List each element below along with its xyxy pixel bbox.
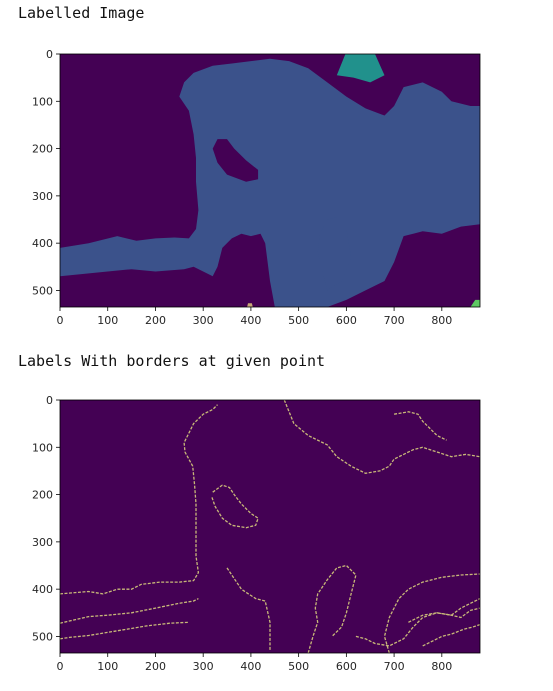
region-border-line (307, 564, 357, 654)
borders-y-tick-label: 200 (32, 489, 53, 502)
borders-y-tick-label: 100 (32, 441, 53, 454)
region-border-line (226, 567, 271, 651)
borders-x-tick-label: 300 (193, 660, 214, 673)
region-border-line (355, 607, 481, 647)
labelled-x-tick-label: 300 (193, 314, 214, 327)
borders-x-tick-label: 600 (336, 660, 357, 673)
borders-x-tick-label: 700 (384, 660, 405, 673)
borders-x-tick-label: 100 (97, 660, 118, 673)
borders-x-tick-label: 200 (145, 660, 166, 673)
output-title-borders: Labels With borders at given point (18, 352, 326, 370)
borders-x-tick-label: 400 (240, 660, 261, 673)
labelled-x-tick-label: 700 (384, 314, 405, 327)
blue-region-lower (317, 217, 352, 291)
labelled-y-tick-label: 0 (46, 48, 53, 61)
labelled-x-tick-label: 200 (145, 314, 166, 327)
region-border-line (393, 411, 447, 441)
labelled-x-tick-label: 100 (97, 314, 118, 327)
output-title-labelled-image: Labelled Image (18, 4, 145, 22)
labelled-x-tick-label: 600 (336, 314, 357, 327)
region-border-line (59, 404, 218, 595)
labelled-y-tick-label: 100 (32, 95, 53, 108)
borders-x-tick-label: 500 (288, 660, 309, 673)
labelled-y-tick-label: 300 (32, 190, 53, 203)
labelled-y-tick-label: 400 (32, 237, 53, 250)
tan-region (247, 303, 253, 307)
region-border-line (59, 621, 189, 640)
borders-y-tick-label: 400 (32, 583, 53, 596)
borders-background (60, 400, 480, 653)
borders-y-tick-label: 0 (46, 394, 53, 407)
labelled-x-tick-label: 0 (57, 314, 64, 327)
blue-region (60, 58, 480, 308)
labelled-image-plot: 0 100 200 300 400 500 600 700 800 0 100 200 300 400 50… (32, 48, 481, 327)
borders-y-tick-label: 500 (32, 630, 53, 643)
green-region (470, 299, 480, 307)
region-border-line (408, 598, 481, 623)
region-border-line (211, 484, 259, 529)
region-border-line (383, 573, 481, 654)
borders-x-tick-label: 800 (431, 660, 452, 673)
borders-axes-frame (59, 399, 481, 654)
region-border-line (59, 598, 199, 624)
region-border-line (283, 399, 481, 474)
borders-plot: 0 100 200 300 400 500 600 700 800 0 100 200 300 400 50… (32, 394, 481, 673)
borders-x-tick-label: 0 (57, 660, 64, 673)
labelled-y-tick-label: 500 (32, 284, 53, 297)
region-border-line (422, 623, 481, 647)
labelled-y-tick-label: 200 (32, 143, 53, 156)
labelled-axes-frame (59, 53, 481, 308)
labelled-x-tick-label: 800 (431, 314, 452, 327)
borders-y-tick-label: 300 (32, 536, 53, 549)
labelled-x-tick-label: 500 (288, 314, 309, 327)
dark-island-region (212, 139, 259, 182)
teal-region (336, 54, 385, 83)
labelled-x-tick-label: 400 (240, 314, 261, 327)
